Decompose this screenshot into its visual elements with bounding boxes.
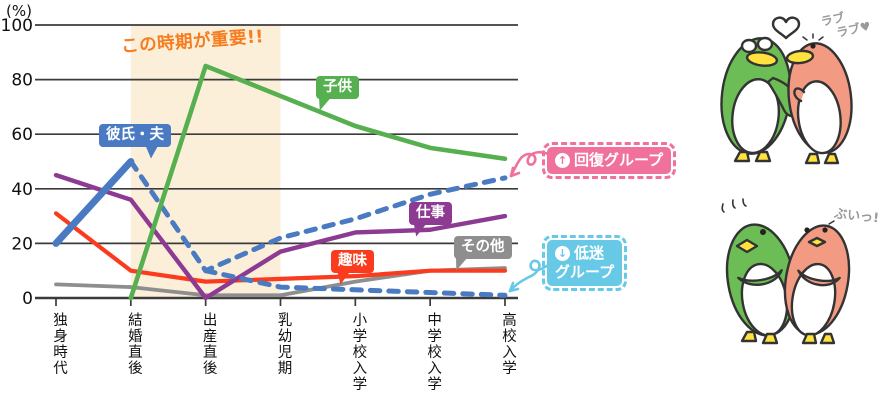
series-line-kodomo: [128, 63, 508, 301]
series-label-hobby: 趣味: [331, 250, 374, 273]
series-line-shumi: [53, 211, 508, 284]
x-axis-label-5: 中学校入学: [425, 312, 442, 392]
recovery-group-label: 回復グループ: [574, 151, 664, 169]
series-label-boyfriend-husband: 彼氏・夫: [99, 124, 171, 147]
series-line-slump: [203, 268, 508, 298]
x-axis-label-0: 独身時代: [51, 312, 67, 376]
x-axis-label-4: 小学校入学: [350, 312, 367, 392]
slump-group-badge: ↓ 低迷 グループ: [541, 235, 628, 291]
y-axis-label: 40: [11, 180, 33, 200]
series-line-kareshi: [52, 158, 135, 247]
x-axis-label-6: 高校入学: [499, 312, 516, 376]
series-line-recovery: [128, 159, 508, 274]
slump-group-label-line1: 低迷: [574, 244, 605, 262]
y-axis-label: 80: [11, 71, 33, 91]
down-arrow-circle-icon: ↓: [555, 245, 570, 261]
penguin-couple-huffy-illustration: [721, 198, 851, 345]
series-label-work: 仕事: [409, 202, 452, 225]
penguin-couple-love-illustration: [720, 16, 853, 165]
x-axis-label-2: 出産直後: [200, 312, 217, 376]
y-axis-label: 100: [1, 16, 33, 36]
series-line-shigoto: [53, 172, 508, 301]
x-axis-label-1: 結婚直後: [125, 312, 142, 376]
x-axis-label-3: 乳幼児期: [275, 312, 292, 376]
up-arrow-circle-icon: ↑: [555, 152, 570, 168]
recovery-group-badge: ↑ 回復グループ: [541, 142, 677, 179]
series-label-children: 子供: [316, 76, 359, 99]
y-axis-unit-label: (%): [6, 2, 32, 20]
series-label-other: その他: [454, 236, 512, 259]
slump-group-label-line2: グループ: [555, 262, 615, 281]
y-axis-label: 20: [11, 234, 33, 254]
y-axis-label: 60: [11, 125, 33, 145]
y-axis-label: 0: [22, 289, 33, 309]
